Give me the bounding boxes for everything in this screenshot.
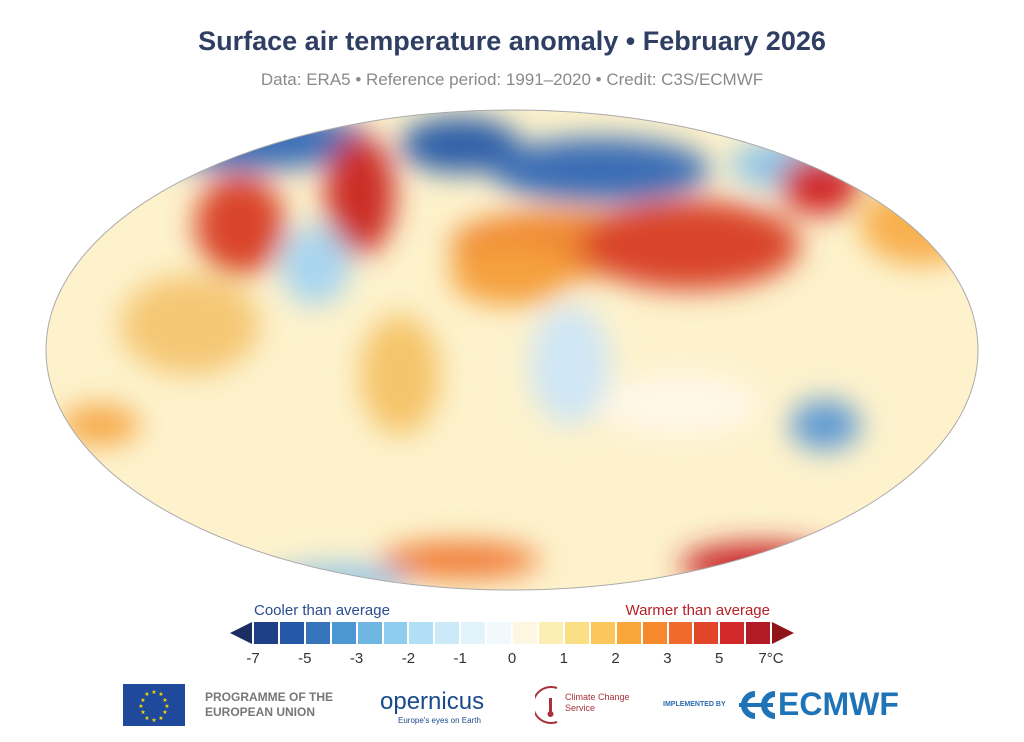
colorbar-box xyxy=(590,622,615,644)
colorbar-tick-label: -1 xyxy=(453,650,467,667)
colorbar-box xyxy=(538,622,563,644)
colorbar-tick-label: 0 xyxy=(507,650,517,667)
colorbar-box xyxy=(487,622,512,644)
colorbar-box xyxy=(513,622,537,644)
ecmwf-symbol-icon xyxy=(739,691,776,719)
svg-text:★: ★ xyxy=(151,717,156,724)
copernicus-tagline: Europe's eyes on Earth xyxy=(398,716,481,725)
svg-text:★: ★ xyxy=(140,697,145,704)
logo-strip: ★ ★ ★ ★ ★ ★ ★ ★ ★ ★ ★ ★ PROGRAMME OF THE EUROPEAN U… xyxy=(0,684,1024,729)
colorbar-box xyxy=(694,622,719,644)
implemented-by-text: IMPLEMENTED BY xyxy=(663,701,726,708)
colorbar-box xyxy=(279,622,304,644)
colorbar-low-arrow xyxy=(230,622,252,644)
page-title: Surface air temperature anomaly • Februa… xyxy=(198,26,826,56)
colorbar-box xyxy=(254,622,278,644)
svg-text:★: ★ xyxy=(158,715,163,722)
colorbar-tick-label: 7°C xyxy=(758,650,784,667)
svg-text:★: ★ xyxy=(158,691,163,698)
colorbar-tick-label: -7 xyxy=(246,650,260,667)
eu-programme-text: PROGRAMME OF THE EUROPEAN UNION xyxy=(205,690,333,719)
page-subtitle: Data: ERA5 • Reference period: 1991–2020… xyxy=(260,70,764,89)
colorbar-box xyxy=(305,622,330,644)
colorbar-box xyxy=(720,622,745,644)
svg-text:★: ★ xyxy=(144,715,149,722)
colorbar xyxy=(230,622,795,644)
colorbar-tick-label: -2 xyxy=(401,650,416,667)
colorbar-tick-label: 1 xyxy=(559,650,568,667)
colorbar-box xyxy=(642,622,667,644)
anomaly-map xyxy=(45,109,979,591)
warmer-label: Warmer than average xyxy=(625,602,770,619)
eu-flag-logo: ★ ★ ★ ★ ★ ★ ★ ★ ★ ★ ★ ★ xyxy=(123,684,185,726)
ecmwf-logo: ECMWF xyxy=(778,686,899,722)
colorbar-box xyxy=(409,622,434,644)
colorbar-box xyxy=(435,622,460,644)
colorbar-box xyxy=(668,622,693,644)
colorbar-box xyxy=(564,622,589,644)
colorbar-tick-label: 5 xyxy=(715,650,724,667)
svg-text:★: ★ xyxy=(162,709,167,716)
colorbar-box xyxy=(746,622,771,644)
colorbar-box xyxy=(357,622,382,644)
eu-stars-icon: ★ ★★★★★★★★★★★ xyxy=(138,689,169,724)
copernicus-logo: opernicus xyxy=(380,688,485,715)
colorbar-box xyxy=(383,622,408,644)
colorbar-box xyxy=(461,622,486,644)
colorbar-tick-label: 2 xyxy=(611,650,620,667)
svg-text:★: ★ xyxy=(138,703,143,710)
colorbar-tick-label: -3 xyxy=(349,650,364,667)
svg-text:★: ★ xyxy=(140,709,145,716)
colorbar-ticks: -7 -5 -3 -2 -1 0 1 2 3 5 7°C xyxy=(0,650,1024,670)
colorbar-box xyxy=(616,622,641,644)
colorbar-high-arrow xyxy=(772,622,795,644)
thermometer-cloud-icon xyxy=(535,686,558,724)
cooler-label: Cooler than average xyxy=(254,602,390,619)
colorbar-tick-label: -5 xyxy=(298,650,312,667)
svg-text:★: ★ xyxy=(162,697,167,704)
svg-text:★: ★ xyxy=(151,689,156,696)
c3s-logo: Climate Change Service xyxy=(565,692,630,713)
colorbar-tick-label: 3 xyxy=(663,650,672,667)
colorbar-box xyxy=(331,622,356,644)
svg-text:★: ★ xyxy=(164,703,169,710)
svg-text:★: ★ xyxy=(144,691,149,698)
